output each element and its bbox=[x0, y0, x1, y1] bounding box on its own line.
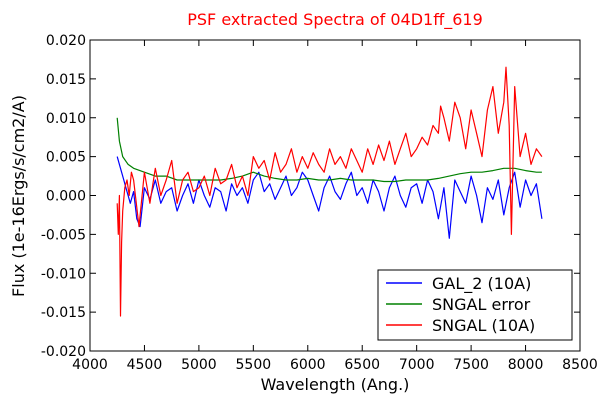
series-line-2 bbox=[116, 66, 543, 317]
y-tick-label: -0.005 bbox=[41, 227, 86, 243]
y-tick-label: 0.005 bbox=[46, 150, 86, 166]
chart-title: PSF extracted Spectra of 04D1ff_619 bbox=[187, 10, 483, 30]
x-tick-label: 8000 bbox=[508, 357, 544, 373]
legend-label-0: GAL_2 (10A) bbox=[432, 274, 531, 294]
plot-area bbox=[116, 66, 543, 317]
x-axis-label: Wavelength (Ang.) bbox=[261, 375, 410, 394]
y-axis-label: Flux (1e-16Ergs/s/cm2/A) bbox=[9, 95, 28, 297]
y-tick-label: 0.015 bbox=[46, 72, 86, 88]
x-tick-label: 8500 bbox=[562, 357, 598, 373]
x-tick-label: 5000 bbox=[181, 357, 217, 373]
series-line-1 bbox=[116, 117, 542, 183]
x-tick-label: 6000 bbox=[290, 357, 326, 373]
x-tick-label: 4500 bbox=[127, 357, 163, 373]
legend-box bbox=[377, 269, 573, 341]
y-tick-label: -0.020 bbox=[41, 344, 86, 360]
y-tick-label: 0.000 bbox=[46, 189, 86, 205]
legend-label-2: SNGAL (10A) bbox=[432, 316, 535, 335]
x-tick-label: 5500 bbox=[236, 357, 272, 373]
y-tick-label: 0.010 bbox=[46, 111, 86, 127]
series-line-0 bbox=[116, 156, 543, 239]
x-tick-label: 6500 bbox=[344, 357, 380, 373]
x-tick-label: 4000 bbox=[72, 357, 108, 373]
y-tick-label: 0.020 bbox=[46, 33, 86, 49]
axis-ticks: 4000 4500 5000 5500 6000 6500 7000 7500 8000 8500… bbox=[41, 33, 598, 373]
y-tick-label: -0.015 bbox=[41, 305, 86, 321]
legend-label-1: SNGAL error bbox=[432, 295, 531, 314]
y-tick-label: -0.010 bbox=[41, 266, 86, 282]
x-tick-label: 7500 bbox=[453, 357, 489, 373]
legend: GAL_2 (10A)SNGAL error SNGAL (10A) bbox=[377, 269, 573, 341]
x-tick-label: 7000 bbox=[399, 357, 435, 373]
